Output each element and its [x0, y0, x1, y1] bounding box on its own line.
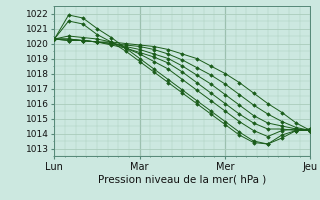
X-axis label: Pression niveau de la mer( hPa ): Pression niveau de la mer( hPa )	[98, 174, 267, 184]
